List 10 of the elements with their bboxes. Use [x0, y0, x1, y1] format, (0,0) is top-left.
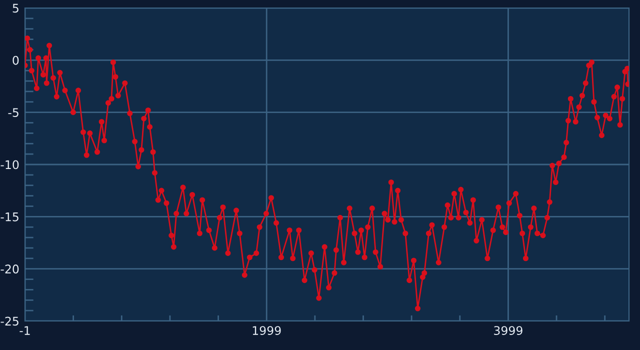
y-tick-label: -25: [0, 316, 18, 326]
y-tick-label: -5: [8, 108, 18, 117]
y-tick-label: -10: [0, 160, 19, 170]
y-tick-label: 0: [12, 56, 19, 65]
x-tick-label: 1999: [252, 326, 281, 335]
x-tick-label: 3999: [494, 326, 522, 335]
y-tick-label: -15: [0, 212, 18, 222]
y-tick-label: -20: [0, 264, 19, 274]
y-tick-label: 5: [12, 4, 18, 13]
x-tick-label: -1: [20, 326, 30, 335]
